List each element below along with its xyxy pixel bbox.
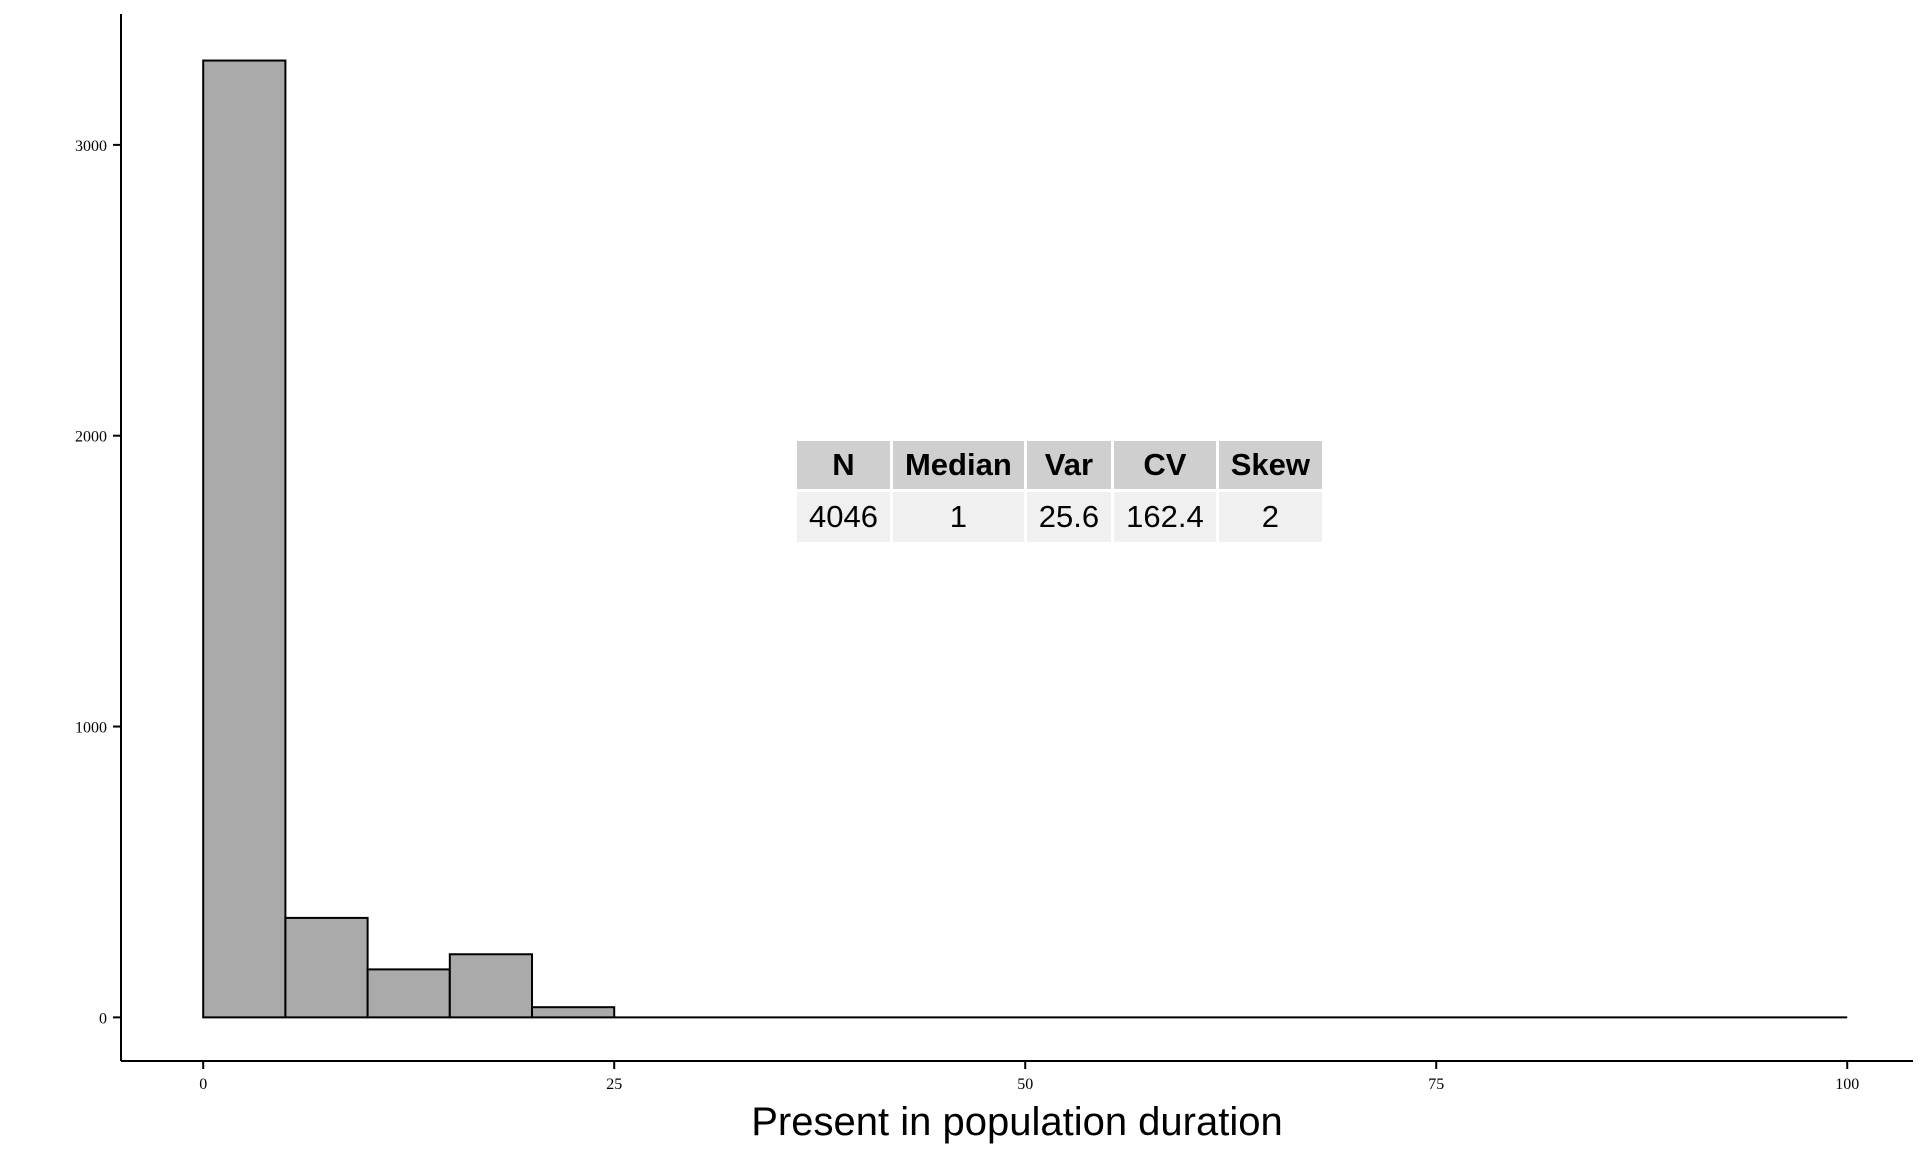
stats-value-n: 4046 <box>797 492 890 542</box>
y-tick-label-2000: 2000 <box>75 429 107 446</box>
stats-header-row: N Median Var CV Skew <box>797 441 1322 489</box>
histogram-bar-4 <box>531 1006 616 1019</box>
stats-header-cv: CV <box>1114 441 1216 489</box>
histogram-bar-0 <box>202 59 287 1019</box>
x-tick-label-75: 75 <box>1428 1076 1444 1093</box>
x-tick-label-0: 0 <box>199 1076 207 1093</box>
summary-stats-table: N Median Var CV Skew 4046 1 25.6 162.4 2 <box>794 438 1325 545</box>
stats-header-median: Median <box>892 441 1024 489</box>
stats-value-row: 4046 1 25.6 162.4 2 <box>797 492 1322 542</box>
stats-value-var: 25.6 <box>1026 492 1112 542</box>
stats-header-n: N <box>797 441 890 489</box>
histogram-bar-2 <box>366 968 451 1019</box>
histogram-bars <box>202 59 1848 1019</box>
stats-header-skew: Skew <box>1218 441 1322 489</box>
stats-value-cv: 162.4 <box>1114 492 1216 542</box>
stats-value-median: 1 <box>892 492 1024 542</box>
stats-header-var: Var <box>1026 441 1112 489</box>
stats-value-skew: 2 <box>1218 492 1322 542</box>
y-tick-label-3000: 3000 <box>75 138 107 155</box>
x-tick-label-50: 50 <box>1017 1076 1033 1093</box>
x-axis-title: Present in population duration <box>751 1100 1282 1144</box>
x-tick-label-100: 100 <box>1835 1076 1859 1093</box>
x-tick-label-25: 25 <box>606 1076 622 1093</box>
y-tick-label-0: 0 <box>99 1010 107 1027</box>
y-tick-label-1000: 1000 <box>75 720 107 737</box>
histogram-bar-1 <box>284 916 369 1019</box>
histogram-bar-3 <box>448 953 534 1019</box>
